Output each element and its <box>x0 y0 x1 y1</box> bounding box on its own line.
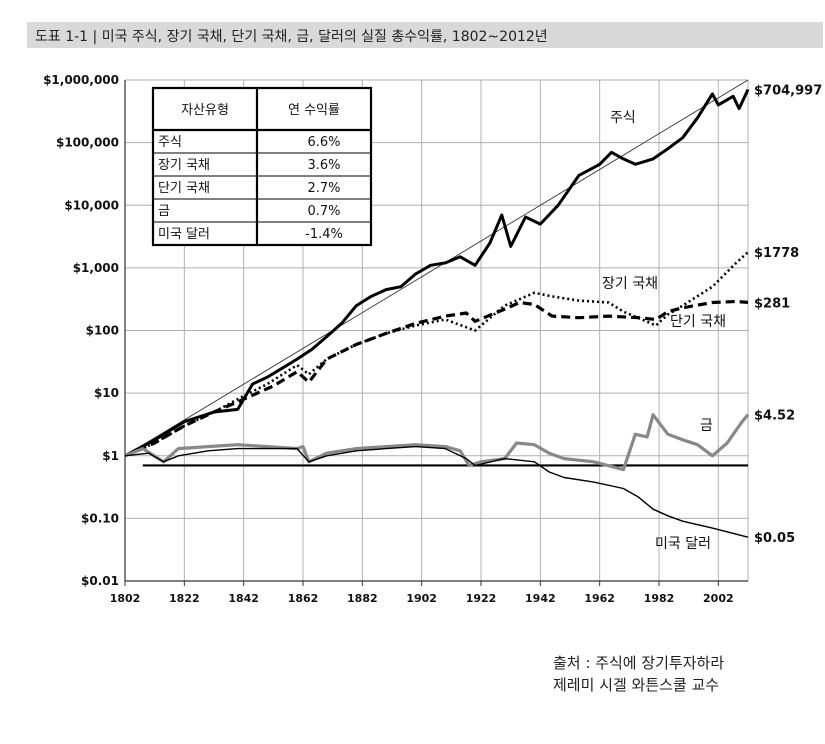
y-tick-label: $1 <box>102 449 119 463</box>
short-bill-end-label: $281 <box>754 296 790 311</box>
gold-series-line <box>124 413 750 472</box>
x-tick-label: 2002 <box>703 592 734 605</box>
y-tick-label: $100,000 <box>56 136 119 150</box>
dollar-series-line <box>124 445 749 538</box>
x-tick-label: 1822 <box>169 592 200 605</box>
y-tick-label: $10,000 <box>64 198 119 212</box>
x-tick-label: 1942 <box>525 592 556 605</box>
x-tick-label: 1882 <box>347 592 378 605</box>
source-note: 출처 : 주식에 장기투자하라 제레미 시겔 와튼스쿨 교수 <box>553 652 724 696</box>
short-bill-series-line <box>124 299 749 458</box>
returns-table-return-cell: 6.6% <box>307 135 340 150</box>
stock-trend-line <box>124 79 749 457</box>
gold-end-label: $4.52 <box>754 409 795 424</box>
y-tick-label: $0.10 <box>81 511 119 525</box>
source-line-2: 제레미 시겔 와튼스쿨 교수 <box>553 676 720 694</box>
returns-table-return-cell: -1.4% <box>305 227 343 242</box>
dollar-series-label: 미국 달러 <box>655 536 711 552</box>
returns-table-header-return: 연 수익률 <box>288 103 340 118</box>
returns-table-header-asset: 자산유형 <box>181 103 229 118</box>
x-tick-label: 1982 <box>644 592 675 605</box>
x-tick-label: 1802 <box>110 592 141 605</box>
returns-table-asset-cell: 장기 국채 <box>158 158 210 173</box>
x-tick-label: 1962 <box>584 592 615 605</box>
returns-table-asset-cell: 미국 달러 <box>158 227 210 242</box>
returns-table-return-cell: 3.6% <box>307 158 340 173</box>
returns-table-return-cell: 0.7% <box>307 204 340 219</box>
stock-end-label: $704,997 <box>754 84 822 99</box>
x-tick-label: 1922 <box>466 592 497 605</box>
long-bond-series-label: 장기 국채 <box>602 276 658 292</box>
short-bill-series-label: 단기 국채 <box>670 314 726 330</box>
y-tick-label: $0.01 <box>81 574 119 588</box>
stock-series-line <box>124 88 750 458</box>
returns-table-asset-cell: 단기 국채 <box>158 181 210 196</box>
returns-table-return-cell: 2.7% <box>307 181 340 196</box>
chart-header-bar: 도표 1-1 | 미국 주식, 장기 국채, 단기 국채, 금, 달러의 실질 … <box>27 22 823 48</box>
y-tick-label: $100 <box>86 324 119 338</box>
returns-table-frame <box>151 86 373 247</box>
gold-series-label: 금 <box>700 418 713 434</box>
x-tick-label: 1842 <box>228 592 259 605</box>
long-bond-end-label: $1778 <box>754 246 799 261</box>
stock-series-label: 주식 <box>610 110 636 126</box>
returns-table-asset-cell: 주식 <box>158 135 182 150</box>
returns-table-asset-cell: 금 <box>158 204 170 219</box>
y-tick-label: $1,000,000 <box>43 73 119 87</box>
y-tick-label: $10 <box>94 386 119 400</box>
chart-title: 도표 1-1 | 미국 주식, 장기 국채, 단기 국채, 금, 달러의 실질 … <box>35 29 548 45</box>
x-tick-label: 1902 <box>406 592 437 605</box>
dollar-end-label: $0.05 <box>754 531 795 546</box>
y-tick-label: $1,000 <box>73 261 119 275</box>
x-tick-label: 1862 <box>288 592 319 605</box>
source-line-1: 출처 : 주식에 장기투자하라 <box>553 654 725 672</box>
